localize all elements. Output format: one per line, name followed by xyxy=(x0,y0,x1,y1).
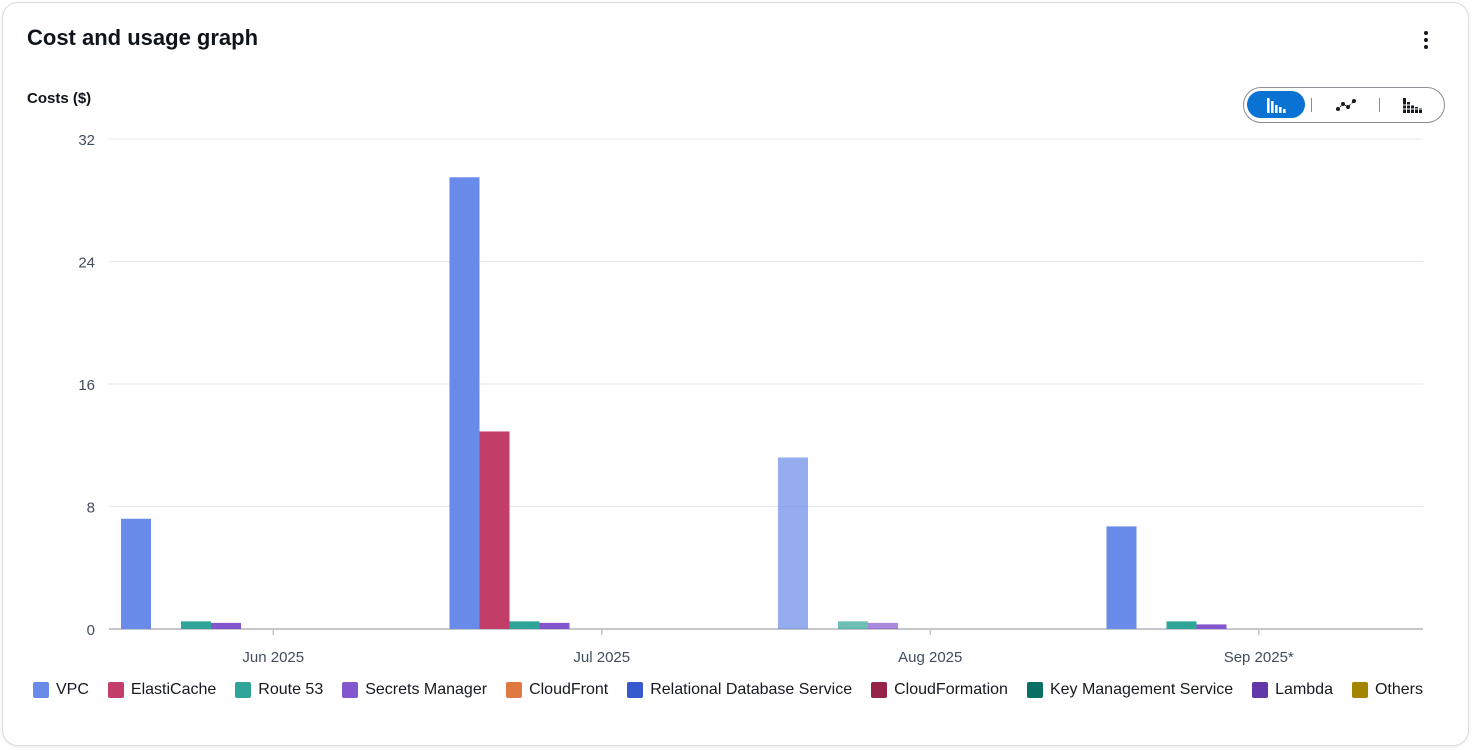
line-chart-icon xyxy=(1336,98,1356,111)
legend-item[interactable]: VPC xyxy=(33,681,89,699)
legend-swatch xyxy=(1252,682,1269,698)
legend-swatch xyxy=(627,682,644,698)
legend-swatch xyxy=(1351,682,1368,698)
x-tick-label: Sep 2025* xyxy=(1224,649,1294,666)
line-chart-option[interactable] xyxy=(1317,91,1375,118)
legend-label: Key Management Service xyxy=(1049,681,1234,698)
legend-swatch xyxy=(235,682,252,698)
bar-route-53[interactable] xyxy=(181,621,211,629)
y-tick-label: 8 xyxy=(87,500,95,517)
y-tick-label: 32 xyxy=(78,132,95,149)
stacked-bar-option[interactable] xyxy=(1385,91,1441,118)
bar-chart: 0 8 16 24 32 Jun 2025 Jul 2025 Aug 2025 Sep 2025… xyxy=(78,132,1423,666)
legend-label: Secrets Manager xyxy=(365,681,488,698)
bar-route-53[interactable] xyxy=(838,621,868,629)
bar-secrets-manager[interactable] xyxy=(211,622,241,629)
legend-swatch xyxy=(107,682,124,698)
stacked-bar-chart-icon xyxy=(1403,97,1422,113)
toggle-separator xyxy=(1379,98,1380,112)
more-actions-button[interactable] xyxy=(1411,25,1441,55)
legend-item[interactable]: Relational Database Service xyxy=(627,681,852,699)
bar-vpc[interactable] xyxy=(1106,526,1137,629)
legend-swatch xyxy=(342,682,359,698)
card-title: Cost and usage graph xyxy=(27,25,259,50)
x-tick-label: Jul 2025 xyxy=(573,649,630,666)
legend-item[interactable]: Key Management Service xyxy=(1026,681,1234,699)
legend-item[interactable]: Secrets Manager xyxy=(342,681,487,699)
legend-label: Lambda xyxy=(1275,681,1333,698)
bar-route-53[interactable] xyxy=(509,621,540,629)
bar-secrets-manager[interactable] xyxy=(868,622,898,629)
x-tick-label: Aug 2025 xyxy=(898,649,962,666)
chart-type-toggle xyxy=(1243,87,1445,123)
legend-label: Relational Database Service xyxy=(650,681,853,698)
y-axis-label: Costs ($) xyxy=(27,90,92,107)
bar-route-53[interactable] xyxy=(1166,621,1197,629)
grouped-bar-option[interactable] xyxy=(1247,91,1305,118)
chart-legend: VPC ElastiCache Route 53 Secrets Manager Clo… xyxy=(33,681,1453,699)
legend-label: Route 53 xyxy=(258,681,324,698)
legend-item[interactable]: Lambda xyxy=(1252,681,1333,699)
legend-label: CloudFront xyxy=(529,681,609,698)
legend-label: Others xyxy=(1374,681,1423,698)
y-tick-label: 0 xyxy=(87,622,95,639)
legend-swatch xyxy=(33,682,49,698)
legend-item[interactable]: CloudFormation xyxy=(871,681,1008,699)
legend-item[interactable]: Others xyxy=(1351,681,1423,699)
legend-label: CloudFormation xyxy=(894,681,1008,698)
bar-vpc[interactable] xyxy=(449,177,480,629)
legend-item[interactable]: Route 53 xyxy=(235,681,323,699)
legend-swatch xyxy=(871,682,888,698)
y-tick-label: 16 xyxy=(78,377,95,394)
bar-secrets-manager[interactable] xyxy=(1196,624,1227,629)
y-tick-label: 24 xyxy=(78,255,95,272)
legend-swatch xyxy=(1026,682,1043,698)
bar-secrets-manager[interactable] xyxy=(539,622,570,629)
bar-vpc[interactable] xyxy=(121,518,151,629)
bar-vpc[interactable] xyxy=(778,457,808,630)
x-tick-label: Jun 2025 xyxy=(242,649,304,666)
legend-item[interactable]: ElastiCache xyxy=(107,681,217,699)
bar-elasticache[interactable] xyxy=(479,431,510,629)
vertical-ellipsis-icon xyxy=(1424,31,1428,49)
grouped-bar-chart-icon xyxy=(1267,97,1286,113)
legend-item[interactable]: CloudFront xyxy=(506,681,608,699)
legend-swatch xyxy=(506,682,523,698)
legend-label: ElastiCache xyxy=(130,681,217,698)
toggle-separator xyxy=(1311,98,1312,112)
legend-label: VPC xyxy=(56,681,89,698)
